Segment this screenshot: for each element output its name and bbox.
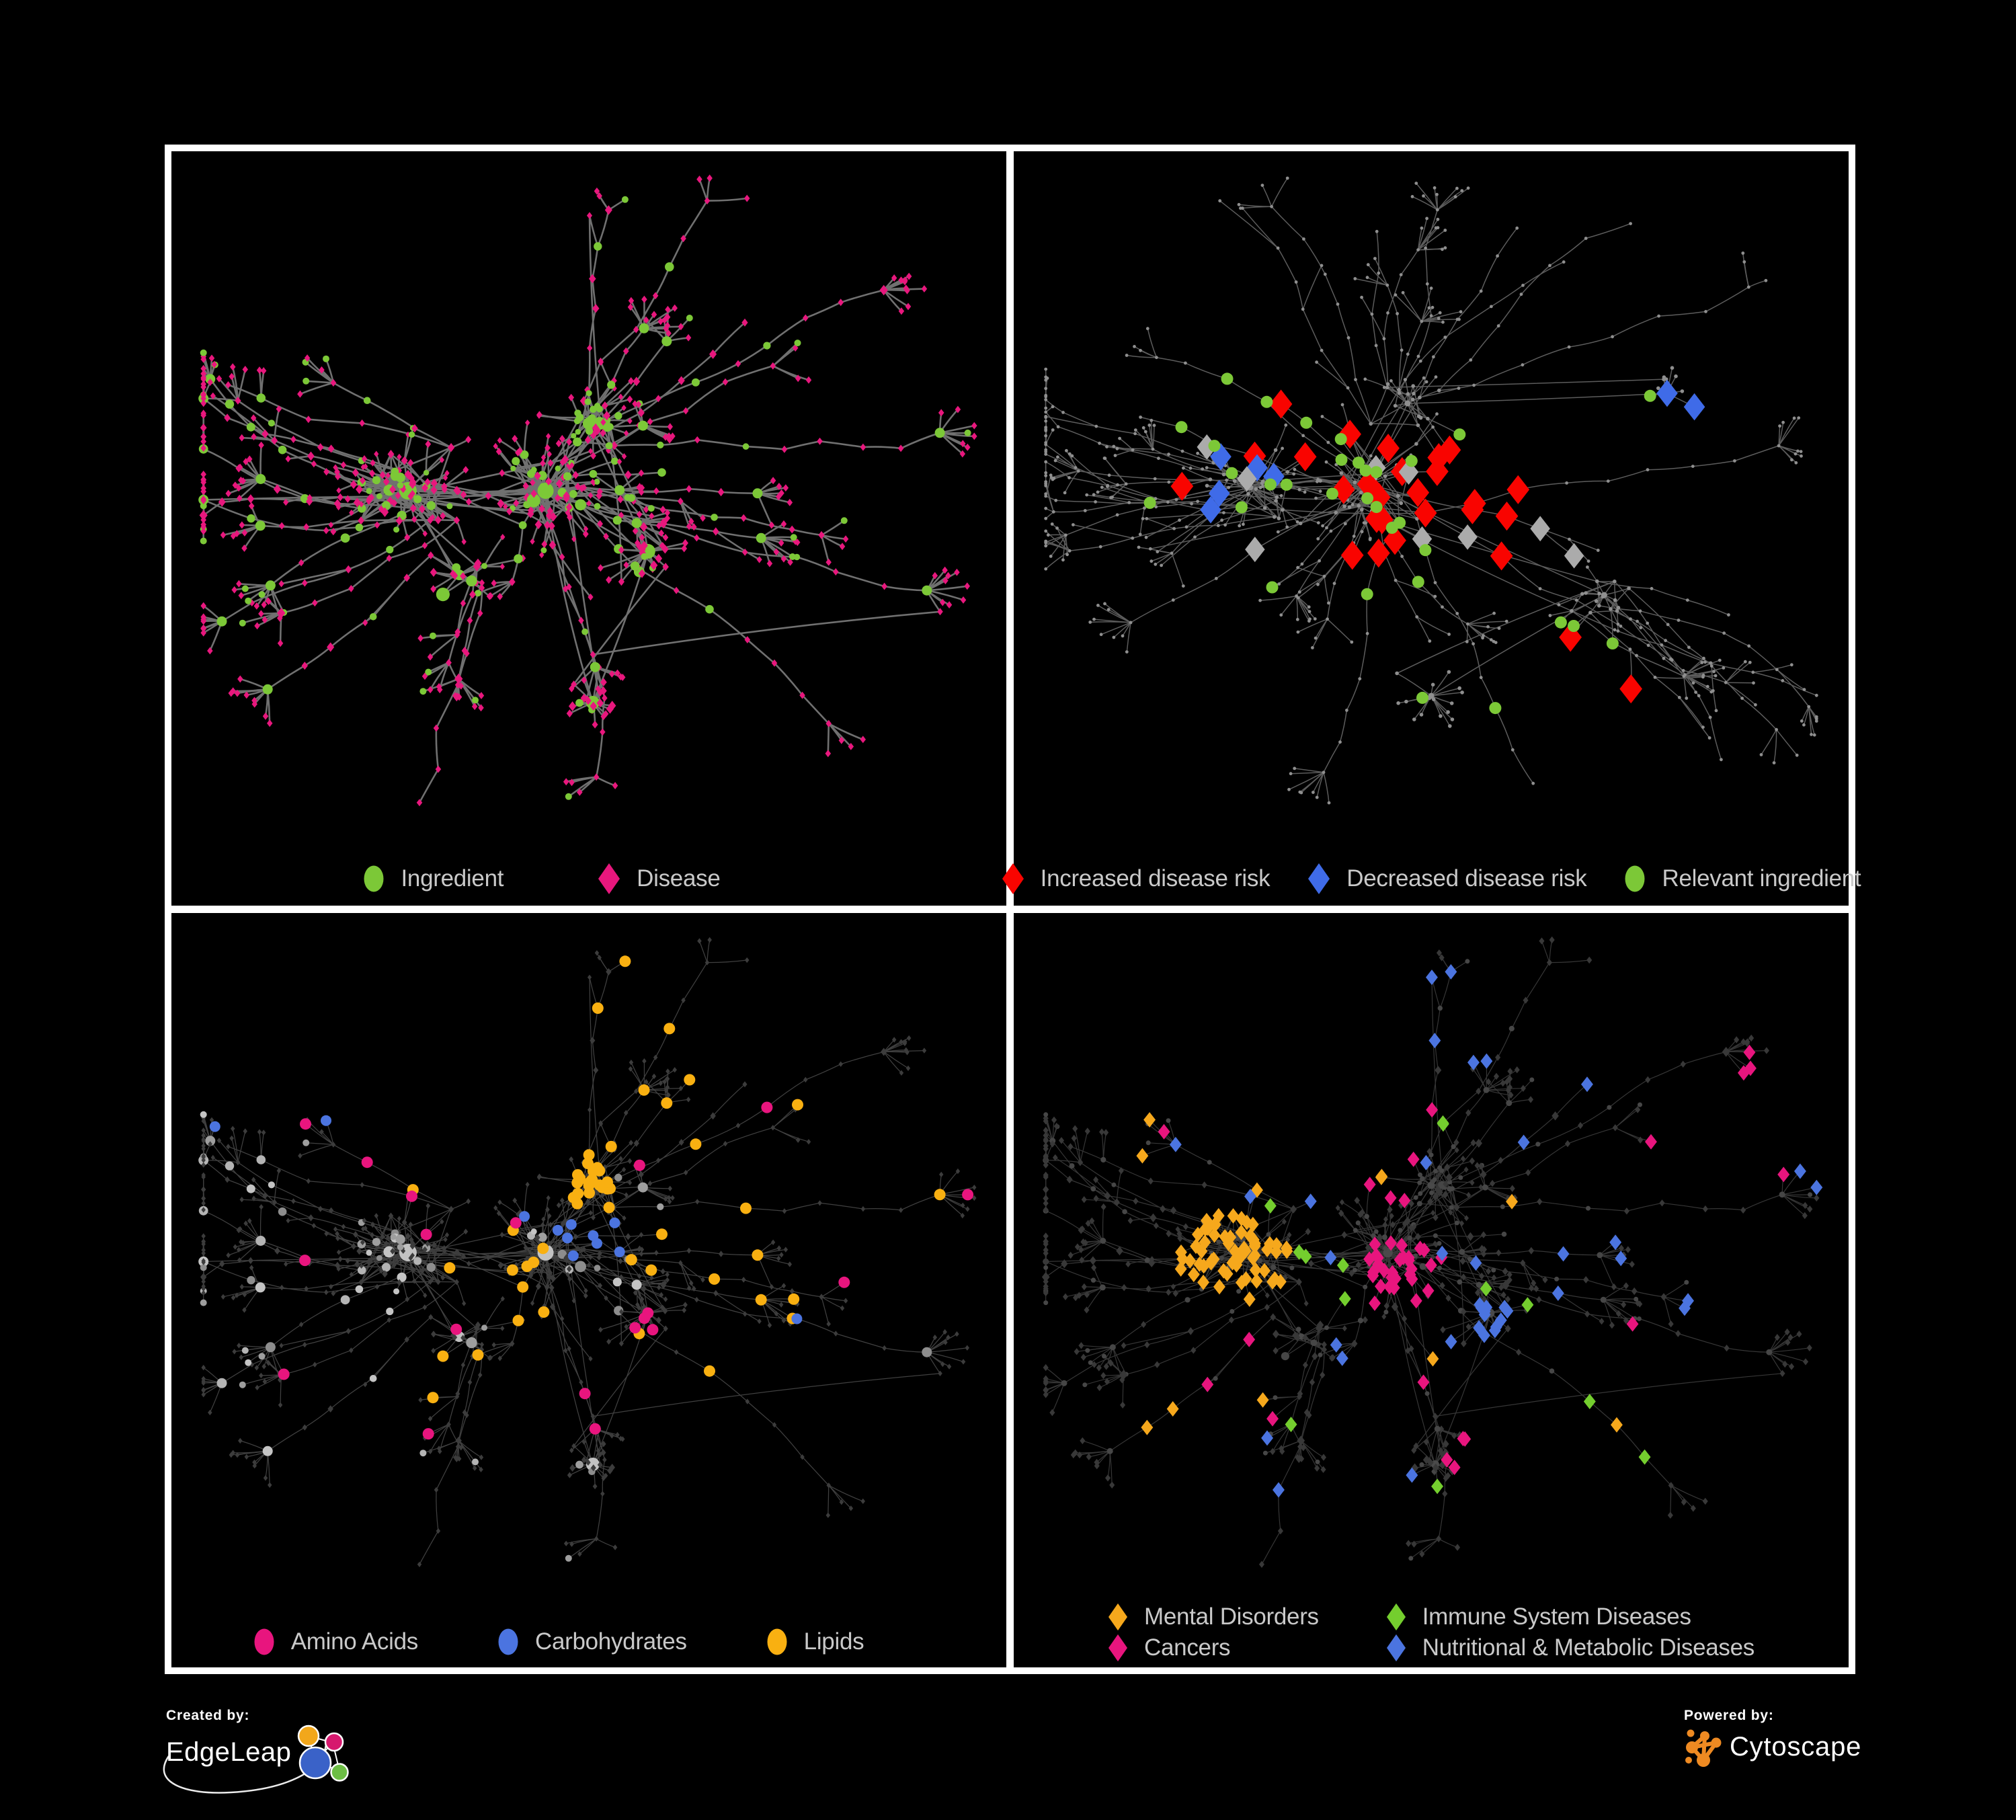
panel-ingredient-disease: Ingredient Disease [171,151,1006,906]
legend-item-decreased-risk: Decreased disease risk [1307,863,1587,895]
disease-diamond-icon [598,863,620,894]
lipids-circle-icon [767,1628,787,1655]
relevant-ingredient-circle-icon [1625,865,1645,892]
mental-disorders-diamond-icon [1108,1603,1128,1631]
carbohydrates-circle-icon [498,1628,518,1655]
created-by-label: Created by: [166,1708,250,1723]
legend-item-immune-system-diseases: Immune System Diseases [1386,1603,1755,1631]
network-graph-disease-categories [1041,936,1823,1568]
legend-label: Ingredient [401,865,504,892]
cytoscape-brand-text: Cytoscape [1730,1731,1862,1762]
legend-label: Disease [637,865,721,892]
ingredient-circle-icon [364,865,384,892]
network-graph-macronutrients [198,937,977,1567]
legend-item-ingredient: Ingredient [363,864,503,894]
cancers-diamond-icon [1108,1634,1128,1662]
legend-ingredient-disease: Ingredient Disease [124,863,959,895]
edgeleap-brand-text: EdgeLeap [166,1737,292,1767]
legend-label: Lipids [803,1628,864,1655]
legend-label: Relevant ingredient [1662,865,1861,892]
legend-label: Mental Disorders [1144,1604,1319,1630]
nutritional-metabolic-diamond-icon [1386,1634,1406,1662]
legend-disease-categories: Mental Disorders Immune System Diseases … [1108,1603,1755,1662]
legend-item-mental-disorders: Mental Disorders [1108,1603,1319,1631]
panel-macronutrients: Amino Acids Carbohydrates Lipids [171,913,1006,1667]
legend-item-lipids: Lipids [766,1627,864,1657]
immune-diseases-diamond-icon [1386,1603,1406,1631]
edgeleap-logo-icon [298,1725,350,1782]
cytoscape-logo-icon [1685,1729,1722,1767]
legend-item-nutritional-metabolic-diseases: Nutritional & Metabolic Diseases [1386,1634,1755,1662]
legend-item-relevant-ingredient: Relevant ingredient [1624,864,1861,894]
legend-label: Amino Acids [290,1628,419,1655]
panel-grid: Ingredient Disease Increased disease ris… [165,145,1861,1674]
legend-label: Carbohydrates [534,1628,687,1655]
panel-disease-risk: Increased disease risk Decreased disease… [1002,151,1861,906]
legend-item-disease: Disease [598,863,721,895]
legend-item-carbohydrates: Carbohydrates [497,1627,687,1657]
edgeleap-credit: Created by: EdgeLeap [163,1708,358,1794]
network-graph-ingredient-disease [198,174,977,807]
legend-disease-risk: Increased disease risk Decreased disease… [1002,863,1861,895]
legend-macronutrients: Amino Acids Carbohydrates Lipids [141,1627,976,1657]
legend-label: Nutritional & Metabolic Diseases [1422,1634,1755,1661]
grid-divider-horizontal [171,906,1849,913]
powered-by-label: Powered by: [1684,1708,1774,1723]
cytoscape-credit: Powered by: Cytoscape [1684,1708,1861,1767]
legend-label: Increased disease risk [1040,865,1271,892]
amino-acids-circle-icon [254,1628,274,1655]
network-graph-disease-risk [1044,176,1818,805]
increased-risk-diamond-icon [1002,863,1024,894]
legend-item-cancers: Cancers [1108,1634,1319,1662]
legend-label: Decreased disease risk [1346,865,1587,892]
legend-label: Cancers [1144,1634,1231,1661]
decreased-risk-diamond-icon [1308,863,1330,894]
panel-disease-categories: Mental Disorders Immune System Diseases … [1014,913,1849,1667]
legend-label: Immune System Diseases [1422,1604,1691,1630]
legend-item-amino-acids: Amino Acids [253,1627,418,1657]
legend-item-increased-risk: Increased disease risk [1002,863,1271,895]
